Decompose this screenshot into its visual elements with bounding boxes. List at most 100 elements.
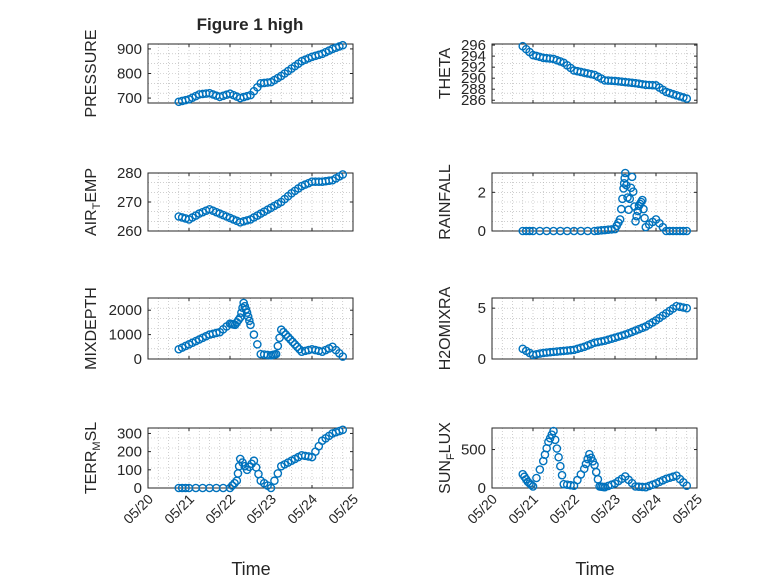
data-point <box>270 476 279 486</box>
data-point <box>288 337 297 347</box>
x-tick-label: 05/24 <box>628 491 664 527</box>
y-tick-label: 500 <box>461 442 486 459</box>
data-point <box>295 344 304 354</box>
data-point <box>242 91 252 101</box>
data-point <box>679 303 688 312</box>
y-axis-label-main: RAINFALL <box>437 164 454 240</box>
y-axis-label-main: TERR <box>83 451 100 495</box>
y-tick-label: 1000 <box>109 327 142 344</box>
data-point <box>292 342 302 352</box>
y-tick-label: 0 <box>478 351 486 368</box>
y-axis-label-main: MIXDEPTH <box>83 287 100 370</box>
data-point <box>557 470 567 480</box>
data-point <box>279 327 288 337</box>
subplot-mixdepth: 0 1000 2000 MIXDEPTH <box>83 287 354 370</box>
data-point <box>682 481 692 490</box>
y-axis-label: TERRMSL <box>83 422 103 494</box>
data-point <box>286 335 295 344</box>
data-point <box>625 194 635 204</box>
data-point <box>556 461 565 471</box>
axes-box <box>491 43 698 104</box>
axes-box <box>491 427 698 489</box>
y-axis-label: THETA <box>437 48 454 100</box>
y-axis-label-main: AIR <box>83 209 100 236</box>
y-tick-label: 700 <box>117 90 142 107</box>
y-tick-label: 300 <box>117 425 142 442</box>
data-point <box>682 94 692 103</box>
axes-box <box>147 427 354 489</box>
subplot-air_temp: 260 270 280 AIRTEMP <box>83 165 354 240</box>
x-tick-label: 05/23 <box>587 491 623 527</box>
y-axis-label-tail: EMP <box>83 168 100 203</box>
subplot-pressure: 700 800 900 PRESSURE <box>83 29 354 118</box>
y-tick-label: 2 <box>478 184 486 201</box>
y-axis-label-tail: LUX <box>437 422 454 453</box>
y-tick-label: 900 <box>117 41 142 58</box>
data-point <box>246 320 255 330</box>
data-point <box>225 483 235 493</box>
y-tick-label: 260 <box>117 223 142 240</box>
y-axis-label: PRESSURE <box>83 29 100 117</box>
y-tick-label: 296 <box>461 37 486 54</box>
x-tick-label: 05/24 <box>284 491 320 527</box>
x-tick-label: 05/22 <box>202 491 238 527</box>
data-point <box>579 464 589 474</box>
x-tick-label: 05/23 <box>243 491 279 527</box>
data-point <box>271 349 281 359</box>
data-point <box>640 213 649 223</box>
data-point <box>338 425 348 435</box>
y-tick-label: 290 <box>461 70 486 87</box>
x-axis-label-right: Time <box>575 559 614 579</box>
y-tick-label: 2000 <box>109 302 142 319</box>
data-point <box>230 478 239 488</box>
data-point <box>235 313 245 322</box>
y-axis-label-main: SUN <box>437 460 454 494</box>
figure-title: Figure 1 high <box>197 15 304 34</box>
y-axis-label: H2OMIXRA <box>437 286 454 370</box>
data-point <box>535 465 545 474</box>
data-point <box>627 172 637 182</box>
y-tick-label: 200 <box>117 444 142 461</box>
data-point <box>682 303 692 313</box>
data-point <box>549 426 558 436</box>
data-point <box>566 480 575 490</box>
y-axis-label: MIXDEPTH <box>83 287 100 370</box>
data-point <box>682 226 692 236</box>
x-tick-label: 05/21 <box>161 491 197 527</box>
x-tick-label: 05/25 <box>325 491 361 527</box>
x-tick-label: 05/21 <box>505 491 541 527</box>
y-axis-label: SUNFLUX <box>437 422 457 494</box>
data-point <box>532 473 541 483</box>
y-tick-label: 0 <box>478 223 486 240</box>
data-point <box>622 180 631 190</box>
y-axis-label-main: THETA <box>437 48 454 100</box>
data-point <box>276 325 286 335</box>
y-axis-label-sub: M <box>91 441 103 450</box>
data-point <box>528 482 538 491</box>
y-tick-label: 5 <box>478 300 486 317</box>
y-tick-label: 292 <box>461 59 486 76</box>
y-axis-label-sub: F <box>445 453 457 460</box>
y-axis-label-main: PRESSURE <box>83 29 100 117</box>
data-point <box>266 483 276 493</box>
data-point <box>253 340 262 349</box>
data-point <box>552 444 562 453</box>
axes-box <box>491 297 698 360</box>
data-point <box>243 312 253 322</box>
data-point <box>554 452 563 462</box>
y-axis-label-tail: SL <box>83 422 100 442</box>
x-tick-label: 05/22 <box>546 491 582 527</box>
data-point <box>619 179 629 188</box>
y-tick-label: 294 <box>461 48 486 65</box>
axes-box <box>147 297 354 360</box>
y-tick-label: 800 <box>117 66 142 83</box>
y-tick-label: 280 <box>117 165 142 182</box>
data-point <box>181 483 190 493</box>
data-point <box>526 480 536 490</box>
subplot-h2omixra: 0 5 H2OMIXRA <box>437 286 698 370</box>
subplot-rainfall: 0 2 RAINFALL <box>437 164 698 240</box>
data-point <box>249 330 259 339</box>
